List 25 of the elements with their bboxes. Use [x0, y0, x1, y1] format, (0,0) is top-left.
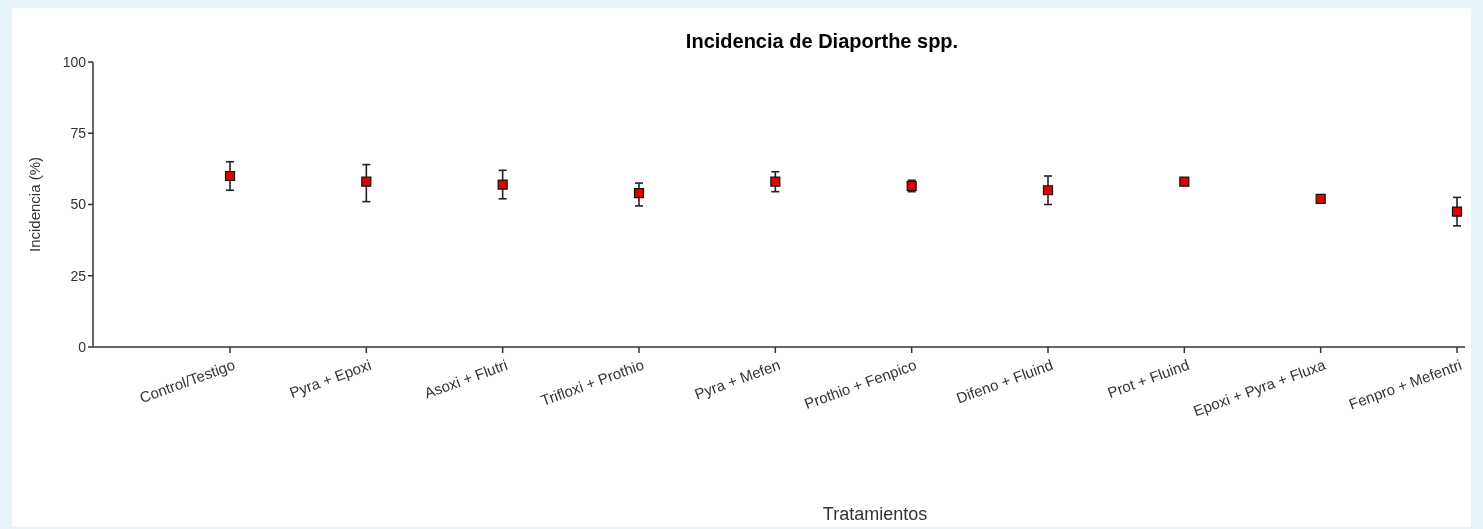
point [361, 176, 372, 187]
y-tick-label: 75 [70, 125, 87, 142]
y-tick-label: 25 [70, 267, 87, 284]
x-tick-label: Asoxi + Flutri [422, 355, 510, 402]
x-tick-label: Pyra + Mefen [692, 355, 783, 403]
point [633, 188, 645, 199]
point [1042, 185, 1054, 196]
point [770, 176, 781, 187]
x-axis-title: Tratamientos [822, 504, 928, 524]
point [1315, 193, 1326, 204]
x-tick-label: Difeno + Fluind [954, 355, 1056, 407]
y-axis-title: Incidencia (%) [26, 156, 43, 253]
x-tick-label: Pyra + Epoxi [287, 355, 374, 402]
x-tick-label: Prot + Fluind [1105, 355, 1192, 402]
point [497, 179, 508, 190]
chart-title: Incidencia de Diaporthe spp. [685, 30, 959, 52]
point [1179, 176, 1190, 187]
x-tick-label: Prothio + Fenpico [801, 355, 919, 413]
y-tick-label: 50 [70, 196, 87, 213]
x-tick-label: Epoxi + Pyra + Fluxa [1191, 355, 1329, 420]
y-tick-label: 100 [62, 53, 87, 70]
y-tick-label: 0 [78, 338, 87, 355]
point [224, 170, 236, 182]
x-tick-label: Trifloxi + Prothio [538, 355, 647, 409]
point [1451, 206, 1463, 217]
